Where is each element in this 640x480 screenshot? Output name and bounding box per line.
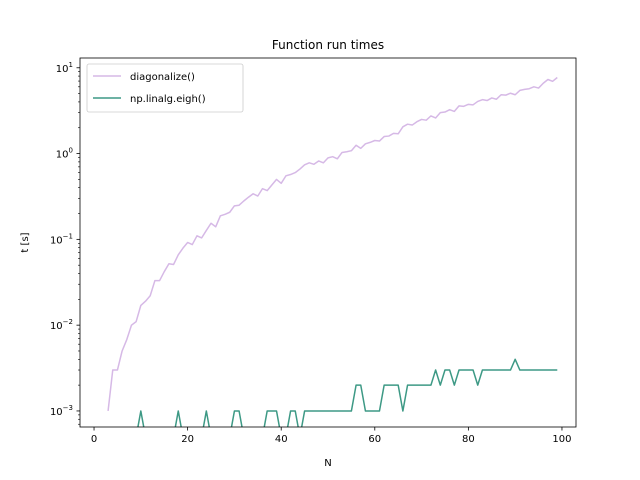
x-axis-label: N [324, 458, 331, 469]
legend: diagonalize() np.linalg.eigh() [86, 63, 244, 113]
legend-box [86, 63, 244, 113]
x-tick-label-4: 80 [462, 434, 475, 445]
x-axis: 0 20 40 60 80 100 [91, 427, 572, 445]
y-tick-label-2: 10−1 [50, 232, 73, 246]
legend-label-eigh: np.linalg.eigh() [130, 94, 206, 105]
legend-label-diagonalize: diagonalize() [130, 72, 195, 83]
y-tick-label-1: 10−2 [50, 318, 73, 332]
y-tick-label-4: 101 [56, 61, 73, 75]
x-tick-label-2: 40 [275, 434, 288, 445]
series-layer [107, 76, 558, 427]
x-tick-label-5: 100 [552, 434, 571, 445]
plot-area [80, 58, 576, 427]
series-line-1 [137, 358, 558, 427]
x-tick-label-0: 0 [91, 434, 97, 445]
x-tick-label-3: 60 [368, 434, 381, 445]
chart-title: Function run times [272, 38, 384, 52]
y-axis-label: t [s] [20, 232, 31, 252]
y-axis: 10−3 10−2 10−1 100 101 [50, 61, 80, 425]
plot-frame [79, 57, 577, 428]
y-tick-label-0: 10−3 [50, 404, 73, 418]
x-tick-label-1: 20 [181, 434, 194, 445]
series-line-0 [107, 76, 558, 412]
y-tick-label-3: 100 [56, 147, 73, 161]
